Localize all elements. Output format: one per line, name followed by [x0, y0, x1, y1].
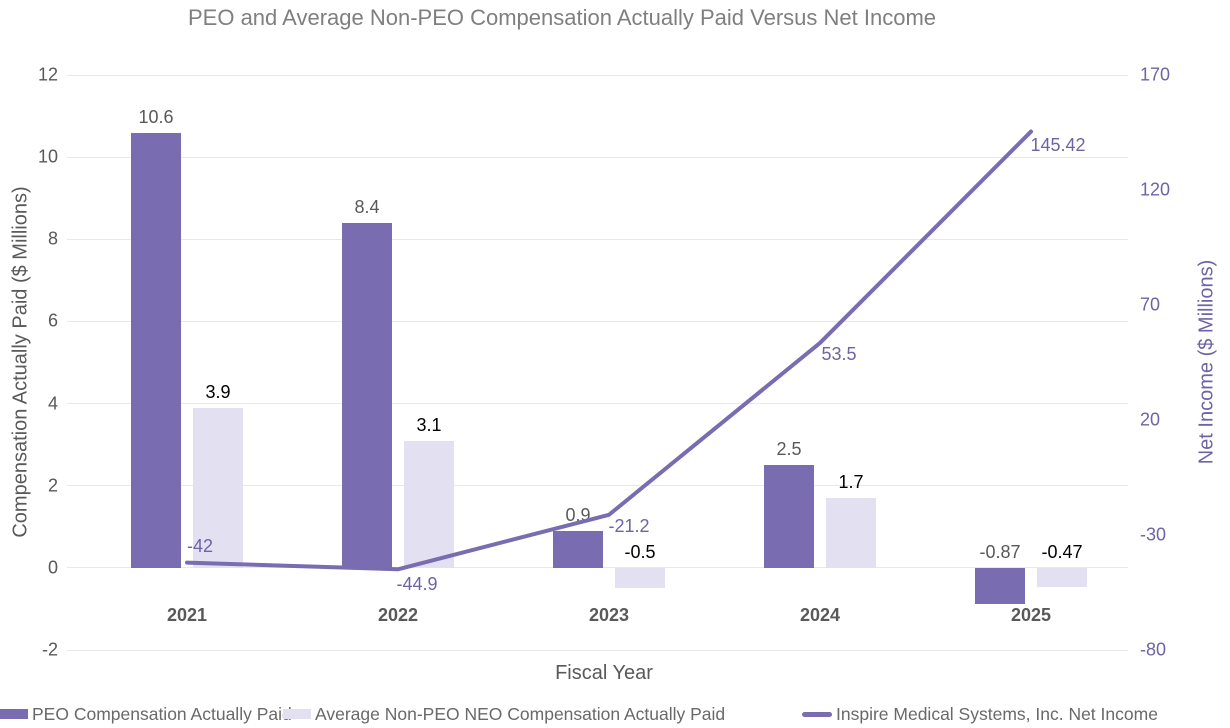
bar-value-label: -0.87 — [979, 541, 1021, 562]
x-tick-label: 2025 — [1010, 605, 1052, 625]
bar-nonpeo-compensation — [404, 440, 454, 568]
legend-bar-swatch-icon — [0, 709, 28, 719]
bar-peo-compensation — [764, 465, 814, 568]
bar-value-label: 8.4 — [354, 196, 380, 217]
bar-peo-compensation — [975, 567, 1025, 604]
x-tick-label: 2021 — [166, 605, 208, 625]
x-tick-label: 2023 — [588, 605, 630, 625]
chart-title: PEO and Average Non-PEO Compensation Act… — [188, 5, 936, 30]
left-tick-label: 4 — [47, 393, 58, 414]
net-income-line — [185, 129, 1033, 572]
right-tick-label: -30 — [1140, 524, 1167, 545]
legend-label: Inspire Medical Systems, Inc. Net Income — [836, 703, 1158, 724]
right-axis-label: Net Income ($ Millions) — [1195, 259, 1218, 465]
left-tick-label: 6 — [47, 310, 58, 331]
gridline — [67, 156, 1128, 158]
bar-nonpeo-compensation — [1037, 567, 1087, 588]
x-tick-label: 2022 — [377, 605, 419, 625]
legend-line-swatch-icon — [802, 711, 832, 717]
bar-value-label: 1.7 — [838, 472, 864, 493]
legend-item: Inspire Medical Systems, Inc. Net Income — [802, 703, 1158, 725]
legend-item: PEO Compensation Actually Paid — [0, 703, 292, 725]
right-tick-label: -80 — [1140, 639, 1167, 660]
bar-value-label: 2.5 — [776, 439, 802, 460]
gridline — [67, 320, 1128, 322]
line-value-label: -44.9 — [396, 574, 438, 595]
left-tick-label: 10 — [37, 146, 58, 167]
left-tick-label: 2 — [47, 475, 58, 496]
right-tick-label: 120 — [1140, 179, 1171, 200]
legend-item: Average Non-PEO NEO Compensation Actuall… — [283, 703, 725, 725]
bar-peo-compensation — [342, 222, 392, 568]
x-axis-label: Fiscal Year — [555, 662, 653, 684]
line-value-label: -21.2 — [608, 515, 650, 536]
legend-label: Average Non-PEO NEO Compensation Actuall… — [315, 703, 726, 724]
bar-nonpeo-compensation — [826, 498, 876, 568]
left-tick-label: -2 — [41, 639, 58, 660]
line-value-label: 145.42 — [1030, 134, 1086, 155]
bar-value-label: 3.9 — [205, 381, 231, 402]
left-tick-label: 12 — [37, 64, 58, 85]
legend-bar-swatch-icon — [283, 709, 311, 719]
right-tick-label: 170 — [1140, 64, 1171, 85]
left-tick-label: 0 — [47, 557, 58, 578]
gridline — [67, 74, 1128, 76]
left-tick-label: 8 — [47, 228, 58, 249]
line-value-label: -42 — [186, 535, 214, 556]
gridline — [67, 403, 1128, 405]
gridline — [67, 238, 1128, 240]
bar-value-label: 3.1 — [416, 414, 442, 435]
bar-value-label: 0.9 — [565, 504, 591, 525]
bar-peo-compensation — [553, 530, 603, 568]
line-value-label: 53.5 — [821, 343, 857, 364]
bar-value-label: 10.6 — [138, 106, 174, 127]
right-tick-label: 20 — [1140, 409, 1161, 430]
right-tick-label: 70 — [1140, 294, 1161, 315]
bar-nonpeo-compensation — [615, 567, 665, 589]
gridline — [67, 649, 1128, 651]
bar-value-label: -0.5 — [624, 541, 656, 562]
x-tick-label: 2024 — [799, 605, 841, 625]
bar-peo-compensation — [131, 132, 181, 568]
bar-value-label: -0.47 — [1041, 541, 1083, 562]
legend-label: PEO Compensation Actually Paid — [32, 703, 292, 724]
